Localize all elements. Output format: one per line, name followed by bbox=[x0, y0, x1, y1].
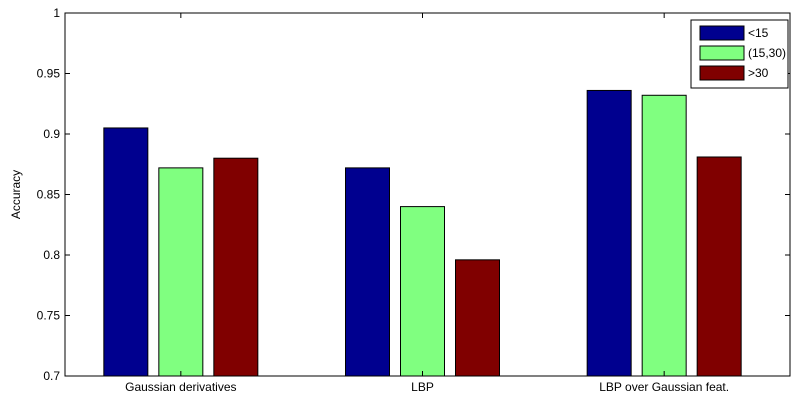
y-tick-label: 0.75 bbox=[37, 309, 61, 323]
legend-swatch bbox=[699, 65, 745, 81]
y-axis-label: Accuracy bbox=[9, 170, 23, 219]
y-ticks-group: 0.7 0.75 0.8 0.85 0.9 0.95 1 bbox=[37, 6, 790, 383]
bar-1-3 bbox=[586, 89, 632, 377]
bar-3-1 bbox=[213, 157, 259, 377]
x-tick-label: Gaussian derivatives bbox=[125, 380, 236, 394]
y-tick-label: 0.9 bbox=[43, 127, 60, 141]
legend-label: >30 bbox=[748, 66, 769, 80]
y-tick-label: 0.85 bbox=[37, 188, 61, 202]
y-tick-label: 1 bbox=[53, 6, 60, 20]
x-ticks-group: Gaussian derivatives LBP LBP over Gaussian… bbox=[125, 13, 729, 394]
y-tick-label: 0.8 bbox=[43, 248, 60, 262]
bar-2-2 bbox=[400, 206, 445, 377]
y-tick-label: 0.95 bbox=[37, 67, 61, 81]
bars-group bbox=[103, 89, 742, 377]
bar-2-1 bbox=[158, 167, 204, 377]
bar-3-2 bbox=[455, 259, 500, 377]
bar-1-2 bbox=[345, 167, 390, 377]
bar-2-3 bbox=[641, 94, 687, 377]
legend-swatch bbox=[699, 45, 745, 61]
x-tick-label: LBP bbox=[411, 380, 434, 394]
x-tick-label: LBP over Gaussian feat. bbox=[599, 380, 729, 394]
bar-3-3 bbox=[696, 156, 742, 377]
legend-label: (15,30) bbox=[748, 46, 786, 60]
y-tick-label: 0.7 bbox=[43, 369, 60, 383]
bar-1-1 bbox=[103, 127, 149, 377]
legend: <15 (15,30) >30 bbox=[690, 19, 789, 89]
legend-swatch bbox=[699, 25, 745, 41]
legend-label: <15 bbox=[748, 26, 769, 40]
